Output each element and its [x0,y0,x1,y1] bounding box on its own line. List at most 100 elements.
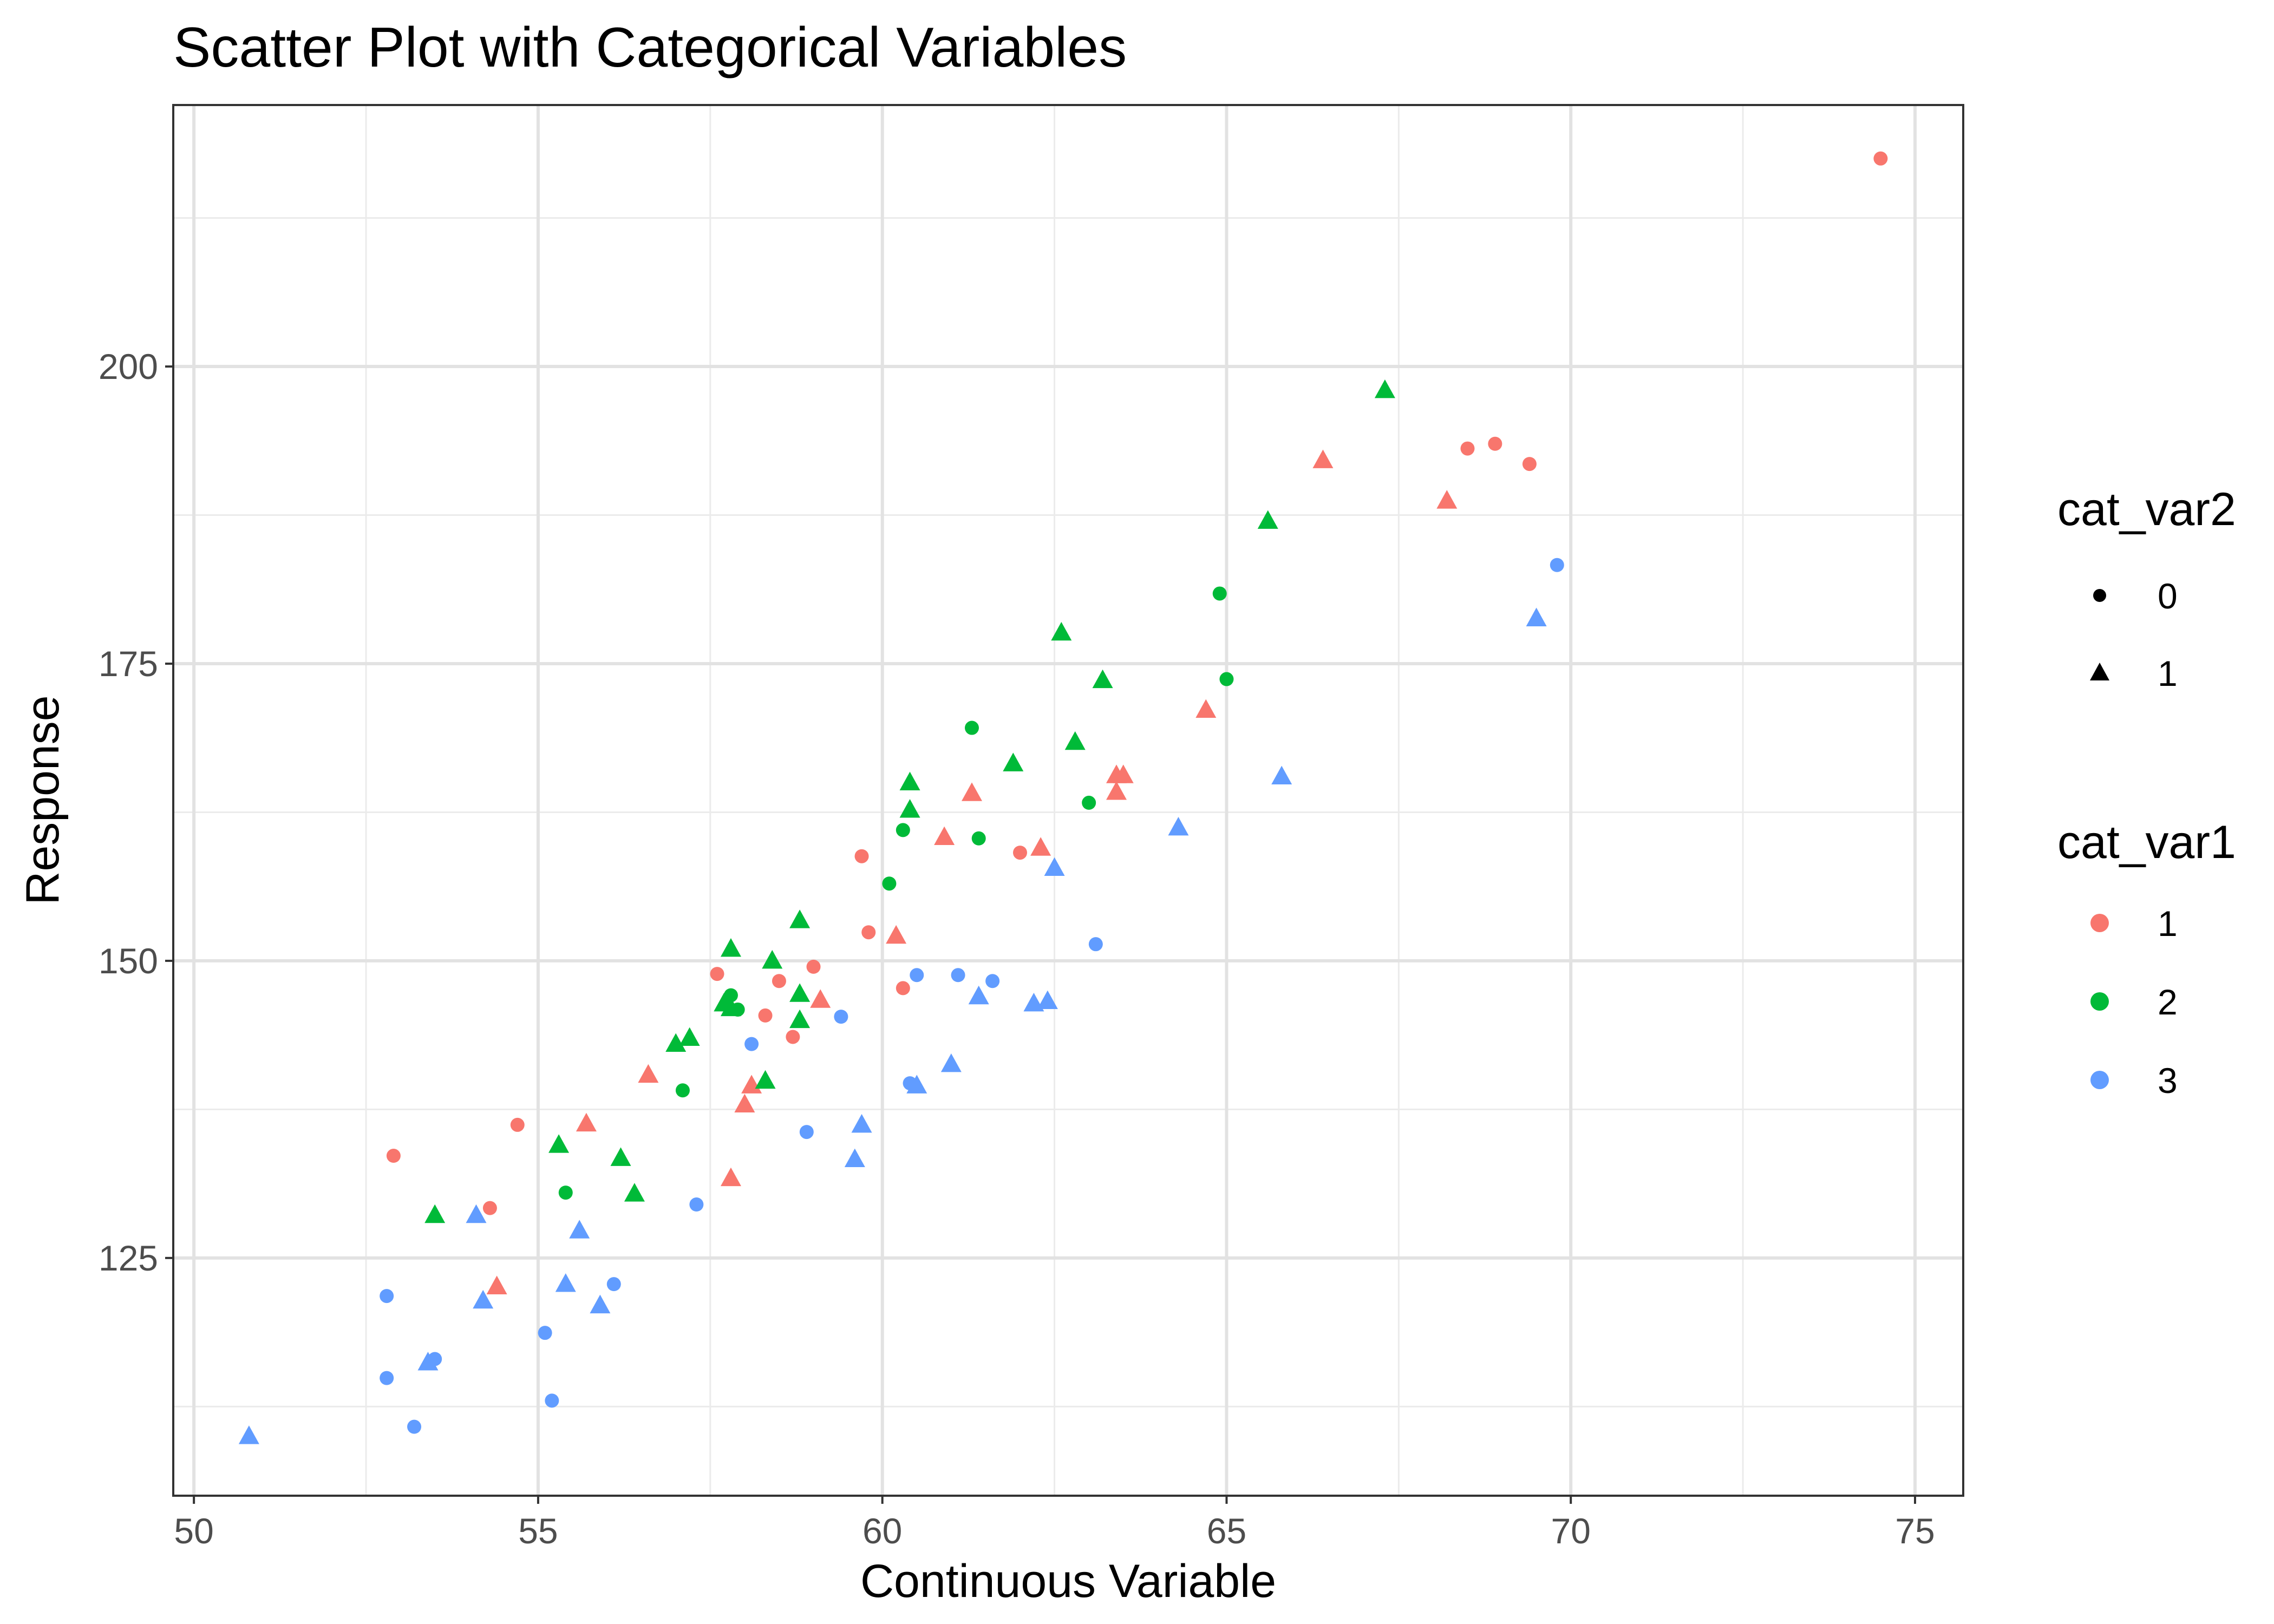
legend-key-triangle [2090,663,2109,680]
data-point-triangle [906,1075,927,1093]
grid-minor [173,105,1963,1496]
data-point-circle [407,1419,422,1434]
y-axis: 125 150 175 200 [99,346,173,1278]
data-point-circle [380,1371,394,1385]
data-point-circle [744,1037,759,1051]
y-axis-title: Response [17,695,69,905]
data-point-circle [834,1010,848,1024]
data-point-circle [1873,151,1888,166]
data-point-triangle [1037,990,1058,1009]
data-point-triangle [720,1167,741,1187]
data-point-circle [772,974,786,988]
data-point-circle [1212,586,1227,601]
data-point-triangle [466,1204,487,1223]
plot-panel-background [173,105,1963,1496]
data-point-triangle [624,1183,645,1202]
data-point-triangle [1271,765,1292,784]
data-point-triangle [1092,669,1113,689]
x-tick-label: 55 [518,1511,558,1551]
legend-title-cat-var2: cat_var2 [2057,483,2236,535]
legend-label: 3 [2158,1060,2178,1101]
legend-key-color [2090,992,2109,1011]
x-tick-label: 70 [1551,1511,1591,1551]
data-point-triangle [238,1425,259,1444]
data-point-triangle [417,1352,439,1371]
legend-key-circle [2093,589,2106,602]
plot-panel-border [172,104,1964,1497]
data-point-triangle [1526,607,1547,626]
data-point-circle [1219,672,1234,686]
data-point-triangle [486,1275,507,1294]
data-point-circle [910,968,924,983]
data-point-triangle [610,1147,631,1166]
data-point-triangle [1064,731,1086,750]
data-point-triangle [720,938,741,957]
data-point-triangle [899,799,920,818]
y-tick-label: 200 [99,346,158,387]
data-point-circle [861,925,876,940]
data-point-triangle [1195,699,1217,718]
legend-label: 0 [2158,576,2178,616]
data-point-triangle [899,771,920,790]
data-points [238,151,1888,1444]
legend-title-cat-var1: cat_var1 [2057,816,2236,868]
x-axis: 50 55 60 65 70 75 [174,1496,1935,1551]
data-point-circle [1550,558,1564,572]
data-point-triangle [1106,781,1127,800]
data-point-triangle [548,1134,570,1153]
data-point-circle [951,968,965,983]
data-point-circle [1522,457,1537,472]
data-point-circle [971,831,986,846]
data-point-circle [723,988,738,1003]
data-point-triangle [734,1093,755,1113]
data-point-triangle [934,826,955,845]
x-tick-label: 50 [174,1511,213,1551]
data-point-circle [985,974,1000,988]
data-point-triangle [968,985,989,1005]
data-point-triangle [1436,490,1458,509]
data-point-circle [799,1125,814,1140]
data-point-triangle [1051,621,1072,641]
data-point-circle [786,1030,800,1044]
y-tick-label: 175 [99,644,158,684]
data-point-triangle [789,983,811,1002]
data-point-triangle [762,949,783,969]
data-point-circle [386,1149,401,1163]
data-point-circle [964,721,979,735]
data-point-triangle [886,925,907,944]
data-point-triangle [576,1112,597,1132]
data-point-triangle [789,1009,811,1029]
x-tick-label: 65 [1207,1511,1246,1551]
data-point-circle [545,1393,559,1408]
data-point-circle [882,876,897,891]
data-point-circle [896,823,910,837]
data-point-triangle [1257,510,1278,529]
data-point-triangle [1023,992,1044,1012]
x-axis-title: Continuous Variable [860,1555,1276,1607]
data-point-circle [510,1117,525,1132]
data-point-circle [1488,436,1502,451]
data-point-triangle [590,1294,611,1314]
data-point-circle [1012,846,1027,860]
data-point-circle [675,1083,690,1098]
data-point-triangle [638,1064,659,1083]
data-point-circle [1460,441,1475,456]
data-point-circle [380,1289,394,1304]
data-point-triangle [851,1114,872,1133]
data-point-triangle [1030,837,1051,856]
data-point-circle [806,959,821,974]
data-point-triangle [755,1070,776,1089]
data-point-triangle [810,989,831,1008]
data-point-triangle [940,1053,962,1072]
chart-title: Scatter Plot with Categorical Variables [173,16,1127,79]
x-tick-label: 75 [1895,1511,1935,1551]
data-point-triangle [1003,752,1024,771]
data-point-triangle [1168,817,1189,836]
legend-label: 1 [2158,903,2178,944]
data-point-triangle [424,1204,446,1223]
data-point-triangle [679,1027,700,1046]
data-point-triangle [1374,379,1395,398]
data-point-triangle [1312,449,1334,468]
data-point-triangle [473,1289,494,1309]
